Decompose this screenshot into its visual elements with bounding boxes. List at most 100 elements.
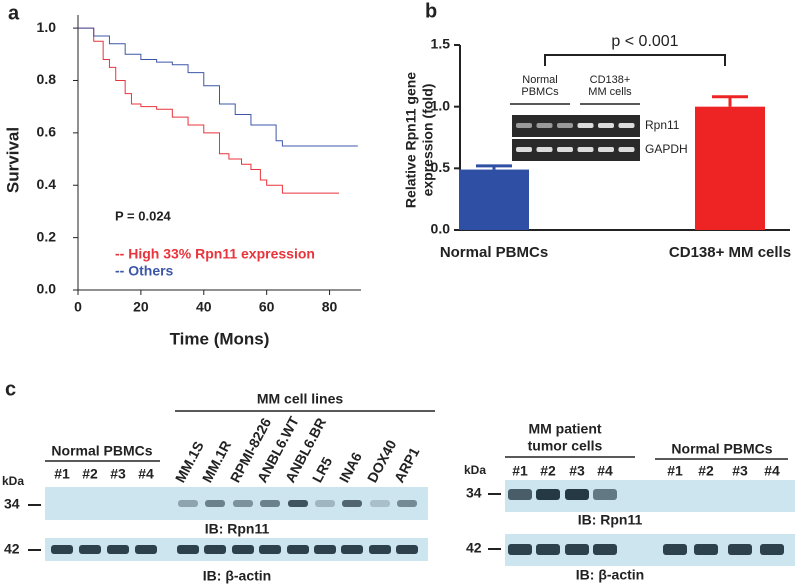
blot-band [397,500,417,507]
blot-band [565,544,589,555]
survival-curve [78,27,339,194]
y-tick-label: 0.5 [431,159,451,175]
blot-band [107,545,129,554]
x-tick-label: 20 [133,299,149,315]
blot-band [663,544,687,555]
blot-band [508,544,532,555]
x-axis-label: Time (Mons) [170,329,270,348]
annotation: p < 0.001 [611,33,678,50]
inset-row-label: Rpn11 [645,118,680,132]
lane-label: #4 [597,463,613,479]
blot-band [205,500,225,507]
kda-label: kDa [464,463,486,477]
group-label: MM patient [528,421,601,437]
blot-band [536,489,560,500]
marker-label: 34 [4,496,20,512]
group-label: tumor cells [528,438,603,454]
blot-caption: IB: β-actin [576,567,644,583]
panel-label: c [5,378,16,400]
lane-label: #2 [540,463,556,479]
blot-band [79,545,101,554]
gel-band [577,123,594,128]
gel-strip [512,115,640,137]
blot-band [341,545,363,554]
blot-band [177,545,199,554]
gel-band [536,123,553,128]
inset-group-label: PBMCs [521,86,559,98]
marker-label: 42 [466,540,482,556]
x-tick-label: 40 [196,299,212,315]
bar [459,169,529,230]
lane-label: #2 [82,466,98,482]
gel-band [618,123,635,128]
x-tick-label: CD138+ MM cells [669,244,791,261]
y-tick-label: 1.5 [431,36,451,52]
blot-caption: IB: Rpn11 [578,512,643,528]
blot-band [135,545,157,554]
blot-band [288,500,308,507]
x-tick-label: Normal PBMCs [440,244,548,261]
group-label: Normal PBMCs [51,443,152,459]
y-tick-label: 0.6 [37,124,57,140]
y-tick-label: 0.8 [37,71,57,87]
legend-entry: -- Others [115,263,174,279]
blot-band [536,544,560,555]
gel-band [557,123,573,128]
gel-band [577,147,594,152]
group-label: Normal PBMCs [671,441,772,457]
blot-band [760,544,784,555]
survival-curve [78,27,358,147]
blot-band [287,545,309,554]
inset-group-label: CD138+ [590,74,631,86]
y-tick-label: 1.0 [37,19,57,35]
bar [695,106,765,230]
y-tick-label: 0.2 [37,228,57,244]
gel-band [618,147,635,152]
blot-band [204,545,226,554]
lane-label: #4 [764,463,780,479]
y-axis-label: Survival [3,127,22,193]
lane-label: INA6 [336,449,365,485]
blot-band [694,544,718,555]
blot-band [260,500,280,507]
gel-band [557,147,573,152]
marker-label: 42 [4,541,20,557]
blot-band [259,545,281,554]
panel-label: a [8,2,20,24]
x-tick-label: 80 [322,299,338,315]
marker-label: 34 [466,485,482,501]
blot-band [593,544,617,555]
blot-band [233,500,253,507]
blot-caption: IB: Rpn11 [205,521,270,537]
inset-group-label: MM cells [588,86,632,98]
blot-band [728,544,752,555]
blot-band [232,545,254,554]
lane-label: #3 [110,466,126,482]
gel-band [516,123,532,128]
blot-strip [45,487,428,520]
y-axis-label: expression (fold) [420,84,436,197]
blot-band [315,500,335,507]
lane-label: #4 [138,466,154,482]
blot-band [342,500,362,507]
blot-band [369,545,391,554]
significance-bracket [544,54,726,66]
y-tick-label: 1.0 [431,97,451,113]
y-tick-label: 0.0 [431,221,451,237]
lane-label: #1 [667,463,683,479]
inset-group-label: Normal [522,74,557,86]
blot-band [593,489,617,500]
panel-label: b [425,0,437,22]
x-tick-label: 0 [74,299,82,315]
lane-label: #3 [569,463,585,479]
gel-band [598,123,614,128]
kda-label: kDa [2,474,24,488]
annotation: P = 0.024 [115,208,172,223]
inset-row-label: GAPDH [645,142,688,156]
blot-band [565,489,589,500]
group-label: MM cell lines [257,391,344,407]
y-tick-label: 0.0 [37,281,57,297]
x-tick-label: 60 [259,299,275,315]
y-tick-label: 0.4 [37,176,57,192]
